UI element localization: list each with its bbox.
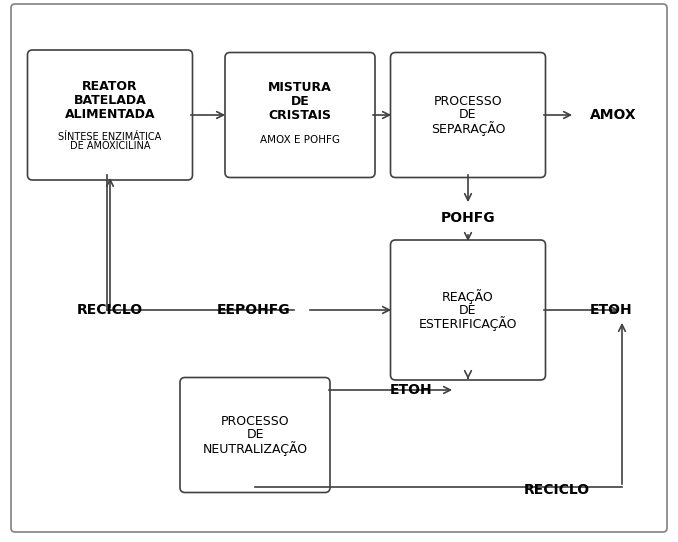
FancyBboxPatch shape — [225, 53, 375, 177]
Text: PROCESSO: PROCESSO — [220, 415, 290, 428]
Text: ETOH: ETOH — [590, 303, 633, 317]
FancyBboxPatch shape — [391, 240, 546, 380]
Text: REATOR: REATOR — [82, 80, 138, 93]
Text: DE: DE — [291, 95, 309, 108]
FancyBboxPatch shape — [180, 377, 330, 493]
Text: AMOX E POHFG: AMOX E POHFG — [260, 136, 340, 145]
Text: POHFG: POHFG — [441, 211, 496, 225]
Text: MISTURA: MISTURA — [268, 81, 332, 94]
Text: SEPARAÇÃO: SEPARAÇÃO — [431, 121, 505, 137]
Text: ALIMENTADA: ALIMENTADA — [65, 108, 155, 121]
Text: EEPOHFG: EEPOHFG — [216, 303, 290, 317]
FancyBboxPatch shape — [28, 50, 193, 180]
Text: REAÇÃO: REAÇÃO — [442, 288, 494, 304]
Text: PROCESSO: PROCESSO — [434, 94, 502, 107]
Text: NEUTRALIZAÇÃO: NEUTRALIZAÇÃO — [203, 442, 308, 456]
Text: DE: DE — [459, 304, 477, 317]
Text: DE AMOXICILINA: DE AMOXICILINA — [70, 141, 151, 151]
Text: SÍNTESE ENZIMÁTICA: SÍNTESE ENZIMÁTICA — [58, 132, 161, 141]
Text: DE: DE — [459, 108, 477, 121]
Text: RECICLO: RECICLO — [524, 483, 590, 497]
Text: CRISTAIS: CRISTAIS — [268, 108, 332, 121]
Text: AMOX: AMOX — [590, 108, 637, 122]
Text: RECICLO: RECICLO — [77, 303, 143, 317]
Text: DE: DE — [246, 429, 264, 442]
Text: BATELADA: BATELADA — [74, 94, 146, 107]
Text: ETOH: ETOH — [390, 383, 433, 397]
Text: ESTERIFICAÇÃO: ESTERIFICAÇÃO — [419, 317, 517, 332]
FancyBboxPatch shape — [391, 53, 546, 177]
